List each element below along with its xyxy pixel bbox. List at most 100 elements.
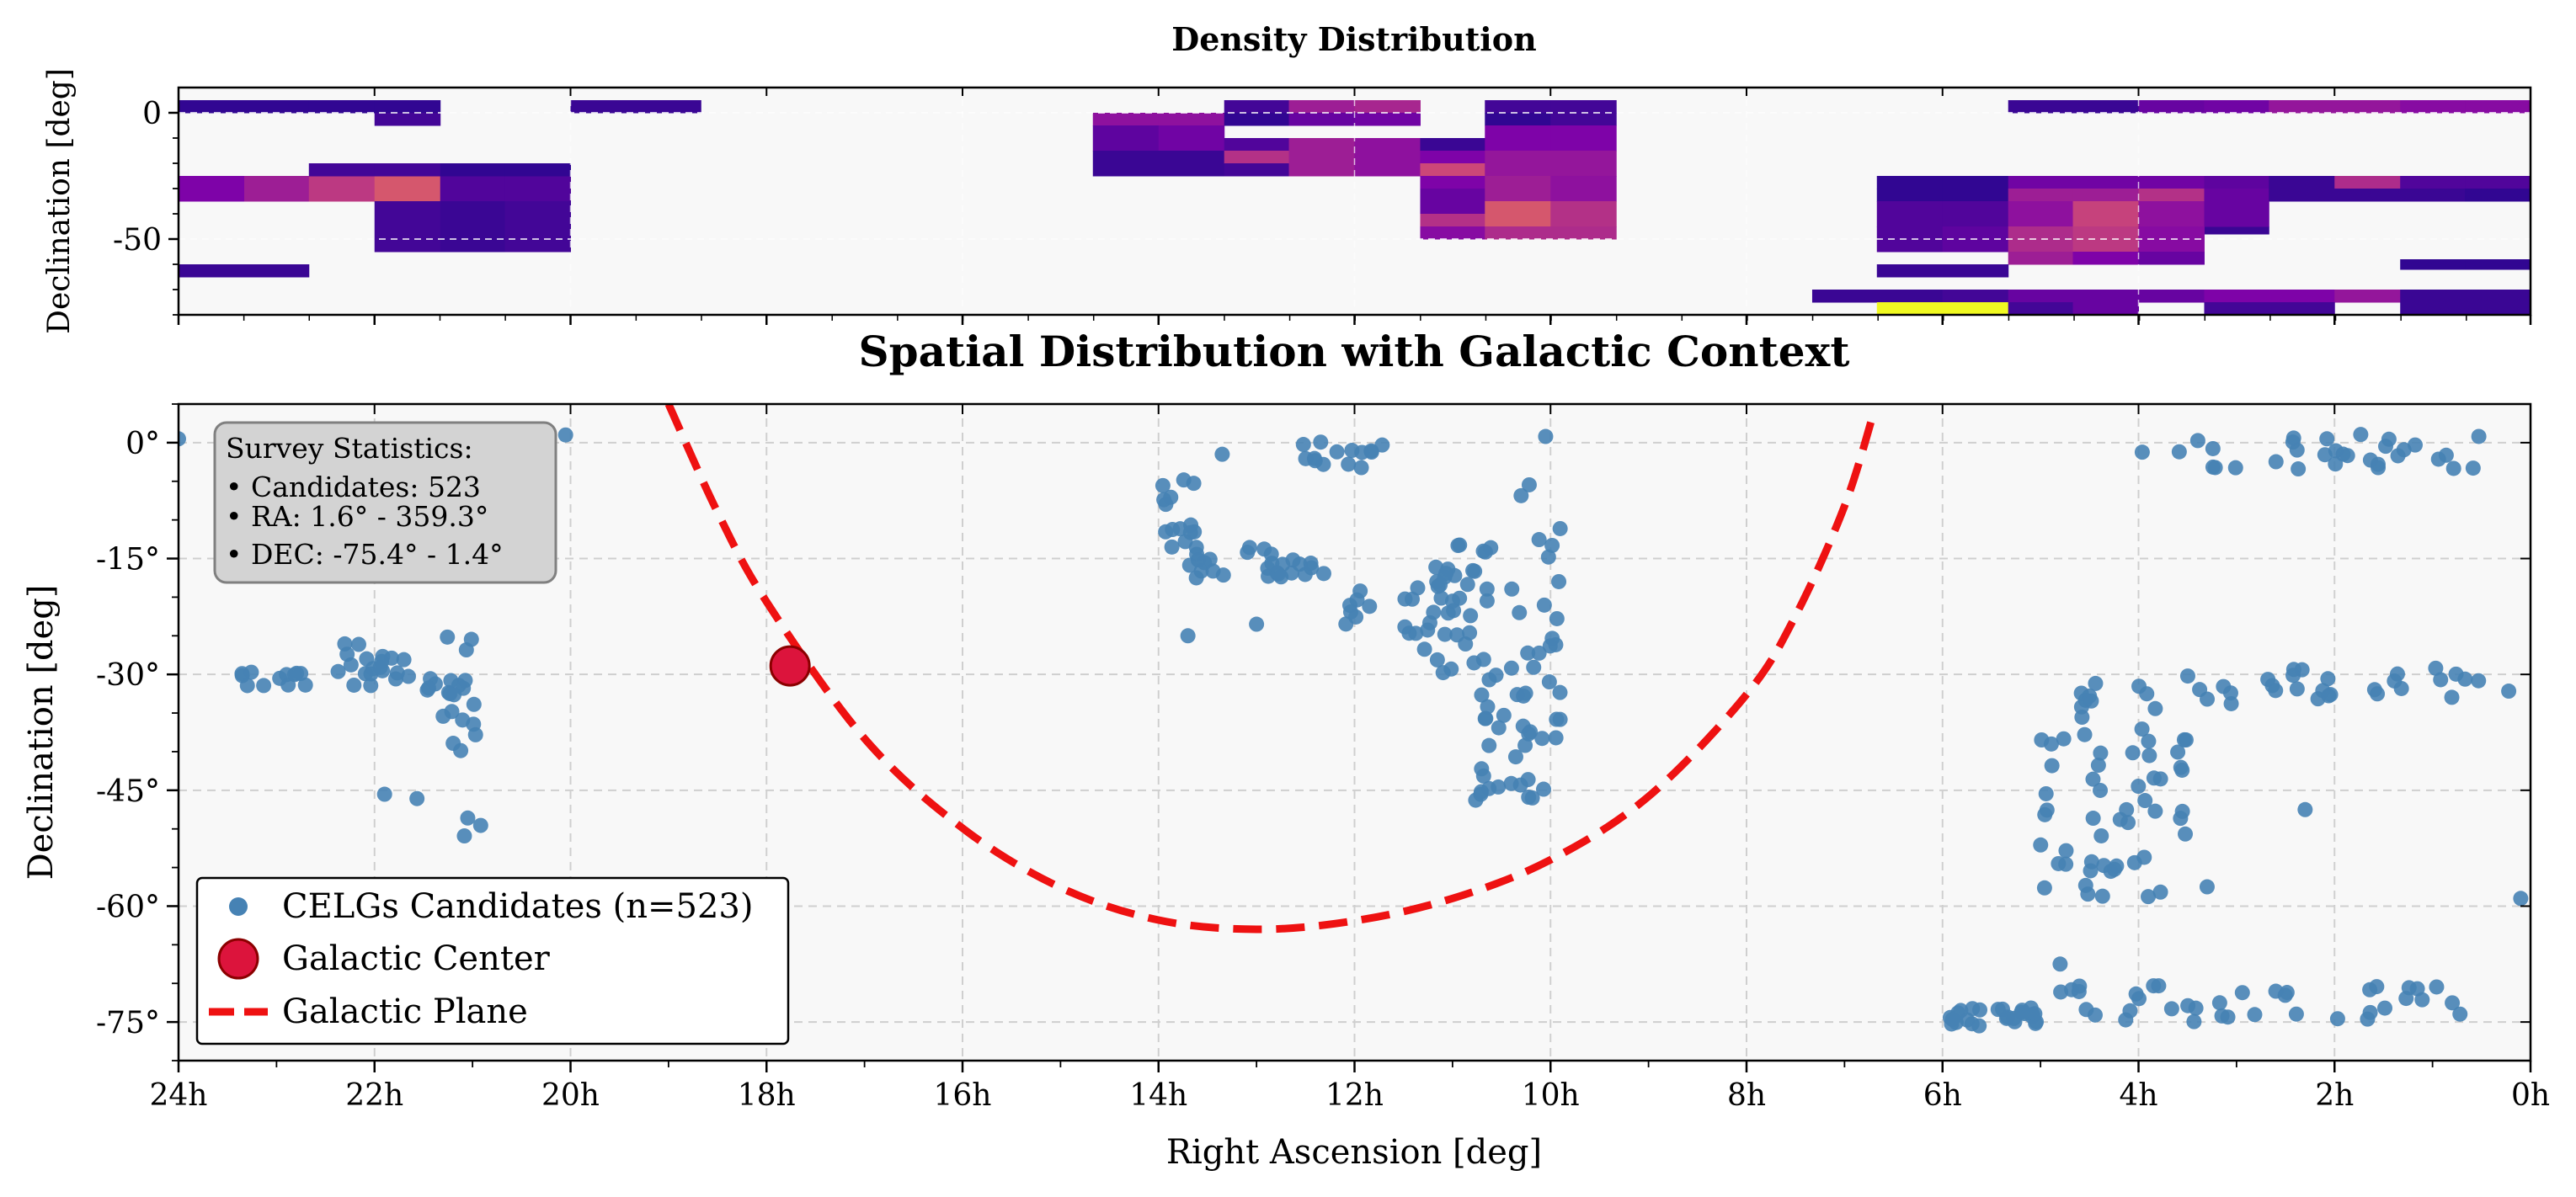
candidate-point bbox=[375, 648, 391, 664]
scatter-title: Spatial Distribution with Galactic Conte… bbox=[859, 327, 1850, 376]
density-cell-109 bbox=[1942, 290, 2009, 303]
candidate-point bbox=[2390, 448, 2406, 464]
scatter-xtick-label: 24h bbox=[150, 1078, 208, 1113]
density-cell-64 bbox=[2269, 100, 2335, 114]
candidate-point bbox=[2027, 1006, 2043, 1022]
candidate-point bbox=[1950, 1005, 1966, 1021]
density-cell-123 bbox=[2269, 302, 2335, 315]
density-cell-74 bbox=[2269, 176, 2335, 189]
scatter-xtick-label: 20h bbox=[541, 1078, 600, 1113]
candidate-point bbox=[1180, 628, 1196, 644]
density-cell-53 bbox=[1550, 151, 1617, 177]
candidate-point bbox=[1329, 444, 1345, 460]
candidate-point bbox=[1273, 569, 1289, 585]
candidate-point bbox=[1551, 573, 1567, 589]
candidate-point bbox=[2178, 732, 2194, 748]
candidate-point bbox=[2414, 992, 2430, 1008]
scatter-ytick-label: -75° bbox=[96, 1006, 160, 1040]
candidate-point bbox=[2096, 858, 2112, 874]
stats-line-dec: • DEC: -75.4° - 1.4° bbox=[226, 538, 504, 571]
candidate-point bbox=[1163, 489, 1179, 505]
candidate-point bbox=[2227, 460, 2243, 476]
density-cell-6 bbox=[243, 176, 310, 202]
density-cell-17 bbox=[504, 201, 571, 253]
candidate-point bbox=[1481, 737, 1497, 753]
density-cell-78 bbox=[1876, 189, 1944, 202]
candidate-point bbox=[440, 629, 456, 645]
stats-box-background bbox=[213, 421, 557, 584]
candidate-point bbox=[396, 652, 412, 668]
density-cell-79 bbox=[1942, 189, 2009, 202]
density-cell-50 bbox=[1485, 125, 1551, 152]
legend-galactic-plane-label: Galactic Plane bbox=[282, 992, 528, 1031]
candidate-point bbox=[2501, 684, 2517, 700]
density-ytick-label: -50 bbox=[113, 223, 162, 258]
candidate-point bbox=[2134, 444, 2150, 460]
candidate-point bbox=[1429, 652, 1445, 668]
density-cell-117 bbox=[2465, 290, 2531, 303]
candidate-point bbox=[2151, 978, 2167, 994]
candidate-point bbox=[1363, 444, 1379, 460]
candidate-point bbox=[2321, 688, 2337, 704]
density-cell-58 bbox=[1485, 226, 1551, 240]
density-cell-22 bbox=[1092, 113, 1160, 126]
density-cell-69 bbox=[1942, 176, 2009, 189]
candidate-point bbox=[387, 671, 403, 687]
density-cell-100 bbox=[2008, 252, 2074, 265]
legend-candidates-marker bbox=[229, 897, 248, 916]
scatter-ylabel: Declination [deg] bbox=[22, 585, 61, 880]
scatter-xtick-label: 14h bbox=[1129, 1078, 1187, 1113]
candidate-point bbox=[1397, 619, 1413, 635]
density-cell-124 bbox=[2400, 302, 2466, 315]
candidate-point bbox=[2277, 987, 2293, 1003]
density-cell-108 bbox=[1876, 290, 1944, 303]
density-cell-9 bbox=[440, 176, 506, 202]
density-cell-76 bbox=[2400, 176, 2466, 189]
candidate-point bbox=[2033, 837, 2049, 853]
candidate-point bbox=[2222, 685, 2238, 701]
scatter-ytick-label: -45° bbox=[96, 774, 160, 809]
candidate-point bbox=[2377, 439, 2393, 455]
candidate-point bbox=[1313, 434, 1329, 450]
candidate-point bbox=[1188, 540, 1204, 556]
density-cell-25 bbox=[1158, 125, 1225, 152]
density-cell-20 bbox=[570, 100, 637, 114]
density-cell-29 bbox=[1288, 100, 1355, 114]
density-cell-81 bbox=[2072, 189, 2139, 202]
density-cell-63 bbox=[2204, 100, 2269, 114]
candidate-point bbox=[2039, 802, 2055, 818]
candidate-point bbox=[2137, 793, 2153, 809]
candidate-point bbox=[409, 790, 425, 806]
density-cell-35 bbox=[1224, 151, 1290, 164]
candidate-point bbox=[1435, 665, 1451, 681]
candidate-point bbox=[1421, 614, 1437, 630]
density-cell-23 bbox=[1158, 113, 1225, 126]
candidate-point bbox=[1353, 460, 1369, 476]
density-cell-39 bbox=[1420, 138, 1485, 152]
candidate-point bbox=[2317, 447, 2333, 463]
candidate-point bbox=[1240, 545, 1256, 561]
candidate-point bbox=[1295, 437, 1311, 453]
candidate-point bbox=[1188, 570, 1204, 586]
candidate-point bbox=[2077, 877, 2093, 893]
candidate-point bbox=[297, 677, 313, 693]
candidate-point bbox=[2408, 437, 2424, 453]
candidate-point bbox=[445, 736, 461, 752]
density-cell-92 bbox=[2138, 201, 2205, 227]
density-cell-55 bbox=[1550, 176, 1617, 202]
candidate-point bbox=[1341, 456, 1357, 472]
density-cell-75 bbox=[2334, 176, 2401, 189]
candidate-point bbox=[239, 678, 255, 694]
density-cell-80 bbox=[2008, 189, 2074, 202]
candidate-point bbox=[2109, 858, 2125, 874]
candidate-point bbox=[1438, 566, 1454, 582]
density-cell-111 bbox=[2072, 290, 2139, 303]
density-cell-93 bbox=[2204, 226, 2269, 235]
galactic-center-marker bbox=[769, 645, 811, 687]
density-cell-5 bbox=[179, 176, 245, 202]
density-cell-102 bbox=[2138, 252, 2205, 265]
candidate-point bbox=[1181, 557, 1197, 573]
candidate-point bbox=[2297, 801, 2313, 817]
candidate-point bbox=[2471, 428, 2487, 444]
candidate-point bbox=[2444, 689, 2460, 705]
